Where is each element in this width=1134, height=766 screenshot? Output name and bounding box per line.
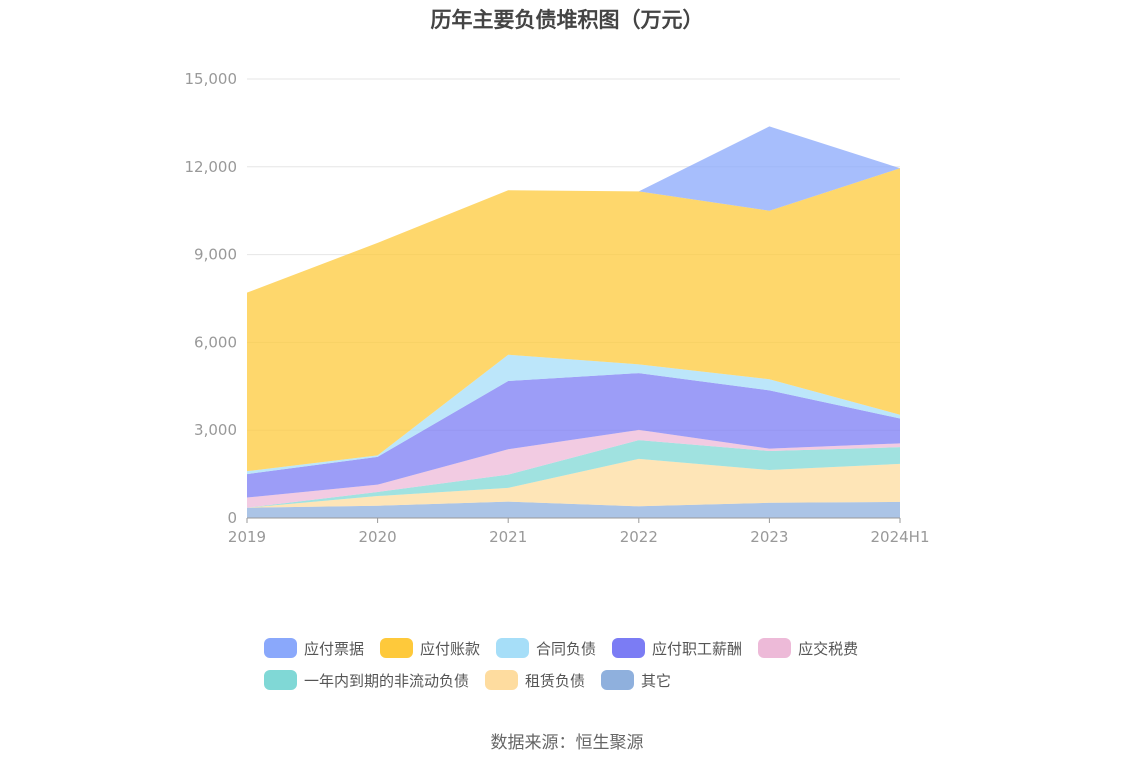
area-应付票据 (247, 126, 900, 293)
area-series (247, 126, 900, 518)
legend-swatch (485, 670, 519, 690)
y-tick-label: 0 (227, 509, 237, 527)
legend-swatch (601, 670, 635, 690)
legend-swatch (612, 638, 646, 658)
y-tick-label: 15,000 (185, 70, 238, 88)
y-tick-label: 6,000 (194, 333, 237, 351)
y-tick-label: 9,000 (194, 246, 237, 264)
area-应付账款 (247, 168, 900, 472)
legend-item[interactable]: 其它 (601, 670, 671, 691)
data-source: 数据来源：恒生聚源 (490, 733, 644, 753)
area-其它 (247, 501, 900, 518)
legend-swatch (380, 638, 414, 658)
legend-label: 应付账款 (420, 639, 481, 658)
legend-item[interactable]: 合同负债 (496, 638, 596, 659)
legend-swatch (264, 670, 297, 690)
legend-item[interactable]: 应交税费 (758, 638, 858, 659)
area-应付职工薪酬 (247, 373, 900, 498)
legend-label: 应付票据 (304, 639, 365, 658)
legend-item[interactable]: 应付职工薪酬 (612, 638, 742, 659)
area-一年内到期的非流动负债 (247, 440, 900, 508)
x-tick-label: 2019 (228, 528, 266, 546)
legend-item[interactable]: 一年内到期的非流动负债 (264, 670, 469, 691)
x-tick-label: 2024H1 (871, 528, 930, 546)
legend-swatch (264, 638, 297, 658)
area-合同负债 (247, 354, 900, 475)
x-tick-label: 2022 (620, 528, 658, 546)
legend-label: 应交税费 (798, 639, 859, 658)
legend-item[interactable]: 应付票据 (264, 638, 364, 659)
area-租赁负债 (247, 458, 900, 508)
x-tick-label: 2021 (489, 528, 527, 546)
legend: 应付票据 应付账款 合同负债 应付职工薪酬 应交税费 一年内到期的非流动负债 租赁负债 其它 (264, 632, 904, 696)
legend-row-1: 应付票据 应付账款 合同负债 应付职工薪酬 应交税费 (264, 632, 904, 664)
legend-label: 租赁负债 (525, 671, 586, 690)
stacked-area-chart: 0 3,000 6,000 9,000 12,000 15,000 2019 2020 2021… (185, 70, 930, 546)
legend-item[interactable]: 应付账款 (380, 638, 480, 659)
legend-row-2: 一年内到期的非流动负债 租赁负债 其它 (264, 664, 904, 696)
legend-swatch (758, 638, 792, 658)
legend-label: 应付职工薪酬 (652, 639, 743, 658)
y-tick-label: 12,000 (185, 158, 238, 176)
y-tick-label: 3,000 (194, 421, 237, 439)
legend-label: 合同负债 (536, 639, 597, 658)
legend-label: 一年内到期的非流动负债 (304, 671, 470, 690)
x-tick-label: 2023 (750, 528, 788, 546)
area-应交税费 (247, 429, 900, 508)
legend-swatch (496, 638, 530, 658)
x-tick-label: 2020 (359, 528, 397, 546)
chart-title: 历年主要负债堆积图（万元） (430, 8, 704, 32)
legend-item[interactable]: 租赁负债 (485, 670, 585, 691)
axes: 0 3,000 6,000 9,000 12,000 15,000 2019 2020 2021… (185, 70, 930, 546)
legend-label: 其它 (641, 671, 672, 690)
